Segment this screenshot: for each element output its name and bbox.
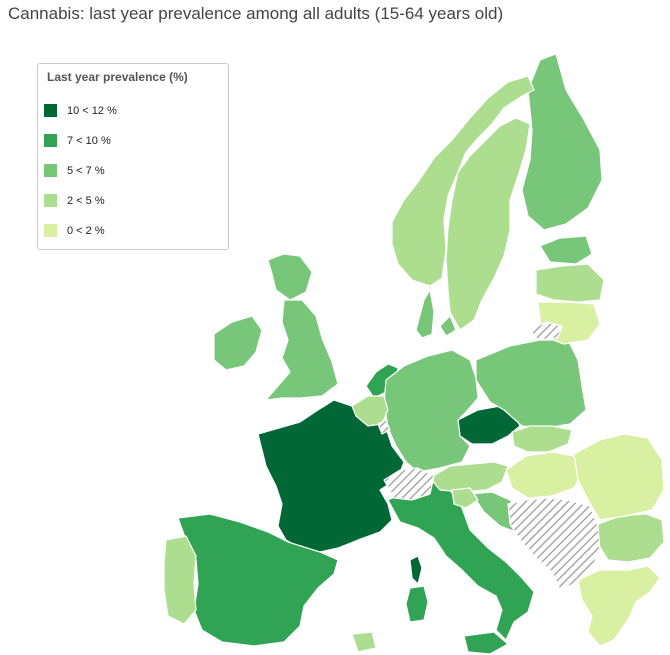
region-bulgaria — [597, 513, 665, 563]
region-germany — [383, 349, 479, 473]
region-estonia — [539, 235, 593, 265]
legend-label: 0 < 2 % — [67, 224, 105, 237]
region-slovenia — [451, 487, 479, 509]
region-switzerland — [383, 467, 435, 501]
region-ireland — [213, 315, 263, 371]
region-portugal — [163, 535, 197, 625]
map-title: Cannabis: last year prevalence among all… — [8, 4, 504, 23]
legend-label: 10 < 12 % — [67, 104, 117, 117]
region-kaliningrad — [529, 321, 563, 341]
region-spain — [177, 513, 339, 647]
legend-item-2-5: 2 < 5 % — [44, 194, 105, 207]
legend-swatch — [44, 194, 57, 207]
legend-label: 5 < 7 % — [67, 164, 105, 177]
legend-swatch — [44, 224, 57, 237]
legend-item-10-12: 10 < 12 % — [44, 104, 117, 117]
legend-swatch — [44, 104, 57, 117]
region-greece — [577, 565, 661, 647]
legend: Last year prevalence (%) 10 < 12 % 7 < 1… — [37, 63, 229, 250]
legend-item-7-10: 7 < 10 % — [44, 134, 111, 147]
legend-item-5-7: 5 < 7 % — [44, 164, 105, 177]
legend-swatch — [44, 164, 57, 177]
legend-swatch — [44, 134, 57, 147]
region-romania — [573, 433, 665, 521]
region-slovakia — [511, 425, 573, 453]
region-latvia — [535, 263, 605, 303]
legend-label: 2 < 5 % — [67, 194, 105, 207]
region-belgium — [351, 395, 389, 427]
region-malta — [351, 631, 377, 653]
legend-title: Last year prevalence (%) — [47, 70, 188, 84]
region-austria — [429, 461, 509, 493]
region-sardinia — [405, 585, 429, 623]
region-denmark — [415, 289, 457, 339]
region-balkans — [507, 497, 601, 591]
legend-item-0-2: 0 < 2 % — [44, 224, 105, 237]
region-poland — [475, 339, 587, 429]
region-england — [265, 299, 339, 401]
region-finland — [521, 53, 603, 231]
region-scotland — [267, 253, 313, 301]
region-hungary — [505, 451, 585, 499]
legend-label: 7 < 10 % — [67, 134, 111, 147]
region-sweden — [445, 117, 531, 331]
region-luxembourg — [377, 419, 391, 435]
region-corsica — [409, 555, 423, 585]
region-norway — [391, 75, 535, 287]
region-sicily — [463, 631, 509, 655]
